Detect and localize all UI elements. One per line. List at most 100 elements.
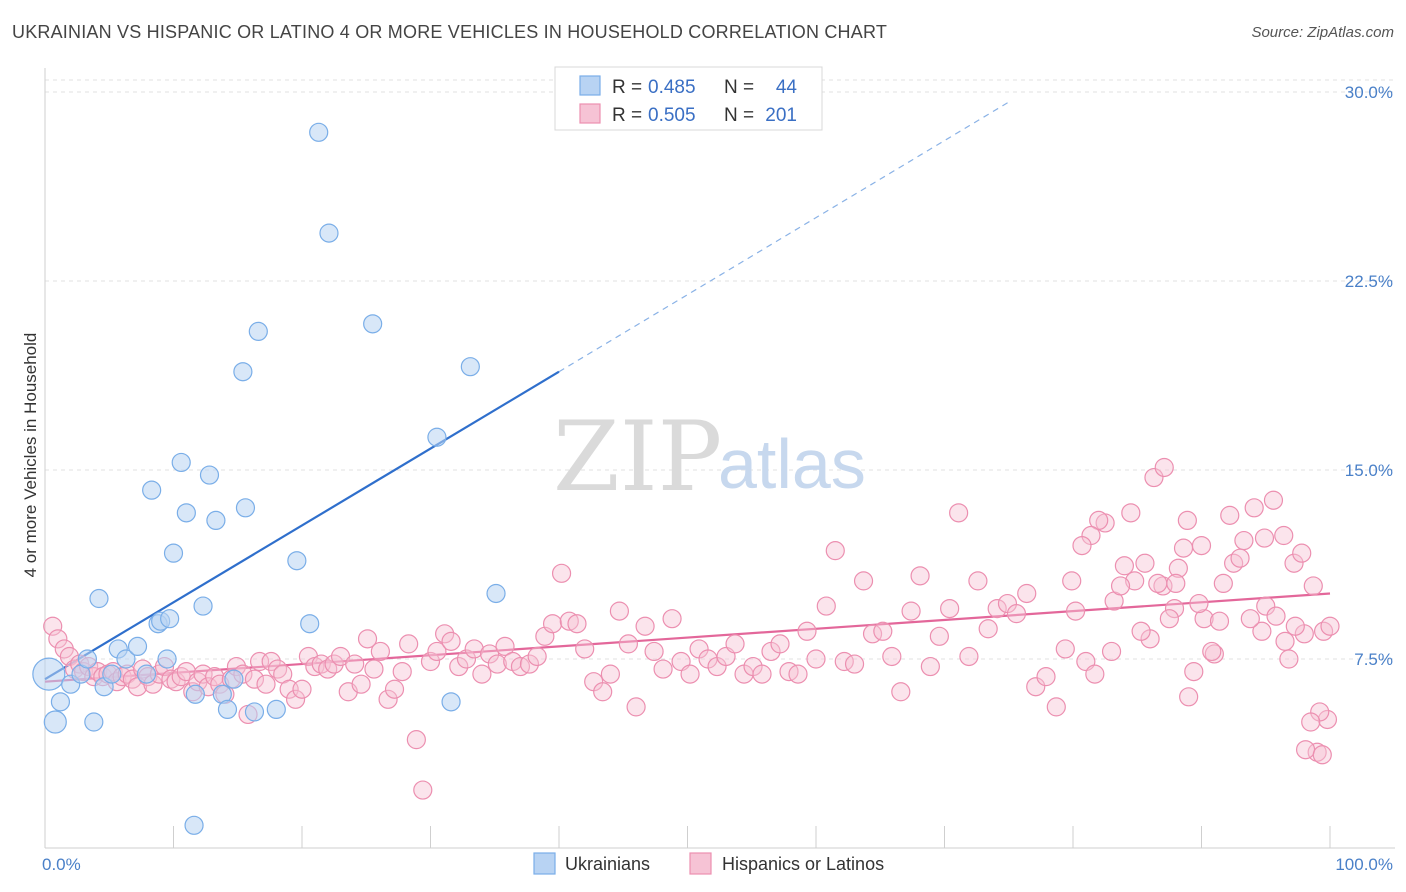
point-hispanics-134	[1026, 677, 1046, 697]
point-hispanics-83	[559, 611, 579, 631]
legend-n-value-1: 44	[776, 77, 798, 98]
point-hispanics-194	[1101, 641, 1122, 662]
watermark-zip: ZIP	[553, 401, 722, 513]
point-hispanics-65	[420, 651, 441, 672]
trend-line-ukrainians	[44, 370, 560, 681]
point-hispanics-174	[1301, 712, 1321, 732]
point-hispanics-107	[770, 634, 790, 654]
point-hispanics-179	[1266, 606, 1286, 626]
point-hispanics-197	[1072, 535, 1092, 556]
y-tick-labels: 7.5% 15.0% 22.5% 30.0%	[1345, 83, 1393, 669]
point-ukrainians-10	[116, 649, 136, 669]
point-ukrainians-12	[136, 664, 157, 684]
point-ukrainians-8	[102, 664, 122, 684]
point-hispanics-184	[1209, 611, 1230, 631]
point-hispanics-198	[1062, 571, 1082, 591]
point-ukrainians-31	[266, 699, 286, 720]
point-hispanics-69	[449, 656, 469, 677]
point-ukrainians-2	[50, 692, 71, 712]
point-ukrainians-5	[77, 649, 98, 669]
point-hispanics-171	[1317, 709, 1338, 730]
point-ukrainians-35	[319, 223, 339, 243]
legend-r-value-2: 0.505	[648, 105, 696, 126]
point-hispanics-50	[318, 659, 338, 679]
point-hispanics-195	[1089, 510, 1109, 531]
point-hispanics-191	[1131, 621, 1151, 641]
point-hispanics-189	[1159, 609, 1179, 629]
legend-n-value-2: 201	[765, 105, 797, 126]
point-hispanics-118	[873, 621, 893, 641]
point-hispanics-125	[940, 598, 960, 619]
x-tick-label-1: 100.0%	[1335, 855, 1393, 874]
point-hispanics-140	[1085, 664, 1105, 684]
point-ukrainians-33	[300, 614, 320, 634]
point-hispanics-190	[1148, 573, 1168, 594]
point-hispanics-70	[456, 649, 477, 669]
legend-r-value-1: 0.485	[648, 77, 696, 98]
y-tick-label-1: 15.0%	[1345, 461, 1393, 480]
point-hispanics-163	[1313, 621, 1334, 641]
point-hispanics-111	[806, 649, 826, 669]
point-hispanics-102	[725, 634, 745, 654]
point-hispanics-154	[1224, 553, 1244, 573]
point-hispanics-175	[1292, 543, 1312, 563]
point-ukrainians-40	[486, 583, 506, 604]
point-hispanics-166	[1191, 535, 1212, 556]
point-hispanics-110	[797, 621, 817, 641]
point-hispanics-29	[193, 664, 213, 684]
point-hispanics-130	[987, 598, 1007, 619]
point-hispanics-181	[1240, 609, 1260, 629]
point-ukrainians-29	[244, 702, 265, 722]
point-hispanics-157	[1254, 528, 1275, 548]
point-hispanics-78	[519, 654, 540, 674]
point-hispanics-55	[351, 674, 371, 694]
point-hispanics-58	[370, 641, 390, 662]
point-hispanics-87	[593, 682, 613, 702]
point-hispanics-177	[1275, 631, 1295, 651]
point-hispanics-68	[441, 631, 461, 651]
point-hispanics-112	[816, 596, 836, 616]
point-hispanics-165	[1168, 558, 1188, 578]
point-hispanics-199	[1295, 740, 1316, 760]
point-hispanics-121	[901, 601, 921, 621]
point-ukrainians-25	[217, 699, 238, 720]
point-hispanics-136	[1046, 697, 1066, 717]
point-hispanics-158	[1263, 490, 1284, 510]
point-hispanics-72	[472, 664, 492, 684]
point-hispanics-120	[891, 682, 911, 702]
trend-lines	[44, 101, 1331, 683]
point-hispanics-135	[1036, 667, 1056, 687]
point-ukrainians-38	[441, 692, 461, 712]
point-hispanics-116	[853, 571, 874, 591]
point-hispanics-109	[788, 664, 808, 684]
point-ukrainians-13	[142, 480, 162, 500]
point-hispanics-88	[600, 664, 621, 684]
point-hispanics-74	[487, 654, 507, 674]
point-hispanics-39	[249, 651, 270, 672]
y-axis-label: 4 or more Vehicles in Household	[21, 333, 40, 578]
point-hispanics-192	[1121, 503, 1141, 523]
legend-box: R = 0.485 N = 44 R = 0.505 N = 201	[554, 66, 823, 131]
bottom-legend-swatch-ukrainians	[533, 852, 556, 875]
legend-r-label-1: R =	[612, 77, 642, 98]
legend-n-label-1: N =	[724, 77, 754, 98]
point-hispanics-200	[1312, 745, 1332, 765]
point-ukrainians-23	[206, 510, 226, 531]
y-tick-label-0: 7.5%	[1354, 650, 1393, 669]
point-hispanics-97	[680, 664, 700, 684]
watermark-atlas: atlas	[718, 425, 866, 503]
point-hispanics-113	[825, 541, 845, 561]
point-hispanics-82	[551, 563, 572, 583]
point-hispanics-41	[261, 651, 281, 672]
point-hispanics-105	[752, 664, 772, 684]
point-hispanics-64	[413, 780, 433, 800]
point-hispanics-143	[1114, 556, 1135, 576]
point-hispanics-145	[1135, 553, 1155, 573]
point-ukrainians-28	[235, 498, 256, 518]
point-hispanics-115	[844, 654, 865, 674]
point-hispanics-156	[1244, 498, 1264, 518]
point-hispanics-67	[435, 624, 455, 644]
point-hispanics-126	[949, 503, 969, 523]
point-hispanics-149	[1173, 538, 1194, 558]
